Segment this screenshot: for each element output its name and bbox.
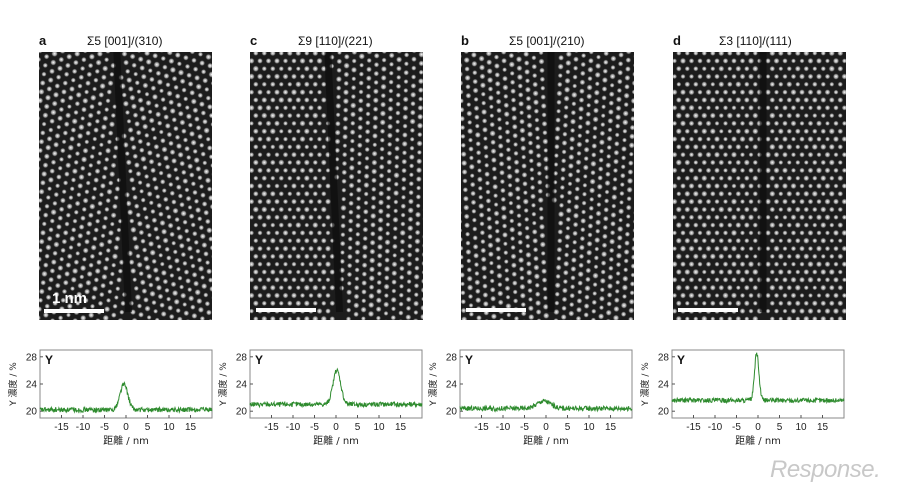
scale-bar	[466, 308, 526, 312]
x-tick-label: -10	[496, 422, 511, 433]
concentration-profile-chart: -15 -10 -5 0 5 10 15 20 24 28 Y 距離 / nm Y 濃度 / %	[7, 349, 213, 447]
element-label: Y	[465, 353, 473, 367]
x-tick-label: -5	[100, 422, 109, 433]
y-axis-label: Y 濃度 / %	[427, 362, 439, 407]
x-tick-label: 5	[355, 422, 361, 433]
x-tick-label: -15	[54, 422, 69, 433]
y-concentration-line	[671, 352, 845, 405]
x-tick-label: -5	[732, 422, 741, 433]
x-tick-label: 15	[185, 422, 197, 433]
y-concentration-line	[459, 398, 633, 413]
x-tick-label: 5	[565, 422, 571, 433]
element-label: Y	[255, 353, 263, 367]
x-tick-label: 10	[373, 422, 385, 433]
y-tick-label: 24	[236, 380, 248, 391]
y-axis-label: Y 濃度 / %	[639, 362, 651, 407]
y-tick-label: 20	[658, 407, 670, 418]
panel-a: a Σ5 [001]/(310) 1 nm -15 -10 -5 0 5 10 15 20 24…	[0, 0, 213, 493]
x-axis-label: 距離 / nm	[523, 434, 569, 447]
stem-micrograph	[461, 52, 634, 320]
x-tick-label: 10	[583, 422, 595, 433]
x-tick-label: 15	[817, 422, 829, 433]
panel-d: d Σ3 [110]/(111) -15 -10 -5 0 5 10 15 20 24 28 Y 距離…	[632, 0, 846, 493]
panel-letter: d	[673, 33, 681, 48]
panel-c: c Σ9 [110]/(221) -15 -10 -5 0 5 10 15 20 24 28 Y 距離…	[210, 0, 423, 493]
y-tick-label: 20	[446, 407, 458, 418]
x-tick-label: 15	[605, 422, 617, 433]
panel-b: b Σ5 [001]/(210) -15 -10 -5 0 5 10 15 20 24 28 Y 距離…	[420, 0, 634, 493]
x-tick-label: -15	[264, 422, 279, 433]
y-tick-label: 20	[26, 407, 38, 418]
panel-letter: a	[39, 33, 47, 48]
plot-frame	[249, 349, 423, 419]
stem-micrograph	[39, 52, 212, 320]
x-tick-label: -10	[286, 422, 301, 433]
x-tick-label: 0	[123, 422, 129, 433]
concentration-profile-chart: -15 -10 -5 0 5 10 15 20 24 28 Y 距離 / nm Y 濃度 / %	[427, 349, 633, 447]
element-label: Y	[45, 353, 53, 367]
concentration-profile-chart: -15 -10 -5 0 5 10 15 20 24 28 Y 距離 / nm Y 濃度 / %	[217, 349, 423, 447]
x-tick-label: 10	[795, 422, 807, 433]
x-tick-label: 5	[777, 422, 783, 433]
y-tick-label: 28	[236, 352, 248, 363]
stem-micrograph	[673, 52, 846, 320]
x-tick-label: -10	[708, 422, 723, 433]
x-tick-label: 5	[145, 422, 151, 433]
x-tick-label: -5	[520, 422, 529, 433]
x-tick-label: -10	[76, 422, 91, 433]
x-tick-label: 10	[163, 422, 175, 433]
scale-bar-label: 1 nm	[52, 290, 88, 307]
y-tick-label: 28	[658, 352, 670, 363]
x-tick-label: 0	[333, 422, 339, 433]
scale-bar	[678, 308, 738, 312]
x-axis-label: 距離 / nm	[313, 434, 359, 447]
y-tick-label: 24	[658, 380, 670, 391]
y-tick-label: 20	[236, 407, 248, 418]
watermark: Response.	[770, 456, 881, 483]
x-tick-label: -5	[310, 422, 319, 433]
x-axis-label: 距離 / nm	[735, 434, 781, 447]
panel-title: Σ3 [110]/(111)	[719, 34, 792, 48]
panel-letter: b	[461, 33, 469, 48]
x-tick-label: 15	[395, 422, 407, 433]
panel-title: Σ5 [001]/(210)	[509, 34, 585, 48]
panel-title: Σ9 [110]/(221)	[298, 34, 373, 48]
concentration-profile-chart: -15 -10 -5 0 5 10 15 20 24 28 Y 距離 / nm Y 濃度 / %	[639, 349, 845, 447]
scale-bar	[256, 308, 316, 312]
x-axis-label: 距離 / nm	[103, 434, 149, 447]
panel-title: Σ5 [001]/(310)	[87, 34, 163, 48]
y-concentration-line	[39, 381, 213, 414]
y-tick-label: 24	[26, 380, 38, 391]
y-tick-label: 24	[446, 380, 458, 391]
x-tick-label: 0	[755, 422, 761, 433]
x-tick-label: 0	[543, 422, 549, 433]
scale-bar	[44, 309, 104, 313]
plot-frame	[39, 349, 213, 419]
y-tick-label: 28	[26, 352, 38, 363]
stem-micrograph	[250, 52, 423, 320]
x-tick-label: -15	[474, 422, 489, 433]
y-tick-label: 28	[446, 352, 458, 363]
x-tick-label: -15	[686, 422, 701, 433]
panel-letter: c	[250, 33, 258, 48]
element-label: Y	[677, 353, 685, 367]
y-axis-label: Y 濃度 / %	[7, 362, 19, 407]
y-axis-label: Y 濃度 / %	[217, 362, 229, 407]
y-concentration-line	[249, 367, 423, 409]
